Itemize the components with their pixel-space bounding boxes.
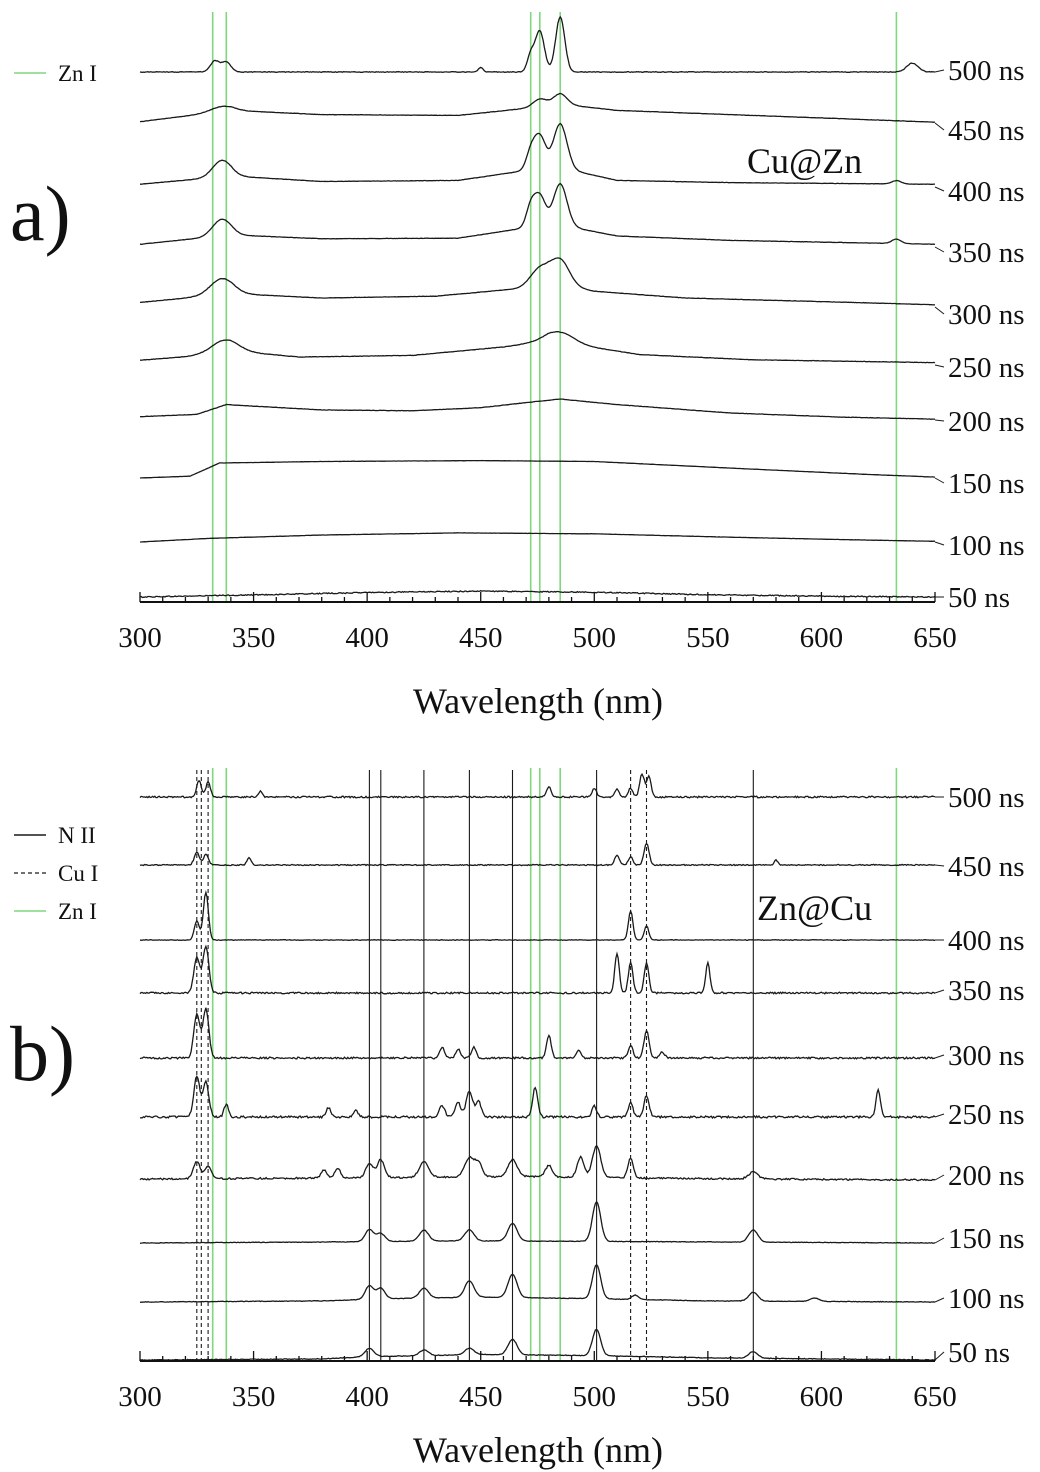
label-connector <box>934 864 945 867</box>
spectrum-trace-400ns <box>140 889 935 942</box>
x-tick-label: 600 <box>800 622 844 654</box>
x-tick-label: 650 <box>913 622 957 654</box>
x-tick-label: 450 <box>459 1381 503 1413</box>
spectrum-trace-250ns <box>139 1075 936 1120</box>
x-axis-title-b: Wavelength (nm) <box>413 1430 663 1470</box>
x-tick-label: 550 <box>686 622 730 654</box>
delay-label: 250 ns <box>948 352 1025 384</box>
delay-label: 200 ns <box>948 1160 1025 1192</box>
x-tick-label: 350 <box>232 1381 276 1413</box>
label-connector <box>934 477 945 484</box>
delay-label: 450 ns <box>948 115 1025 147</box>
delay-label: 250 ns <box>948 1099 1025 1131</box>
label-connector <box>934 1237 945 1244</box>
spectrum-trace-50ns <box>139 1328 936 1361</box>
spectrum-trace-50ns <box>139 589 936 599</box>
delay-label: 400 ns <box>948 176 1025 208</box>
spectra-traces-b: 50 ns 100 ns 150 ns 200 ns 250 ns 300 ns 350 n… <box>139 772 1025 1369</box>
panel-label-a: a) <box>10 170 71 257</box>
label-connector <box>934 541 945 546</box>
delay-label: 450 ns <box>948 851 1025 883</box>
label-connector <box>934 1297 945 1303</box>
label-connector <box>934 364 945 368</box>
panel-label-b: b) <box>10 1010 75 1097</box>
spectra-traces-a: 50 ns 100 ns 150 ns 200 ns 250 ns 300 ns 350 n… <box>139 15 1025 614</box>
spectrum-trace-450ns <box>139 92 936 123</box>
label-connector <box>934 419 945 422</box>
delay-label: 100 ns <box>948 530 1025 562</box>
spectrum-trace-500ns <box>139 15 936 74</box>
label-connector <box>934 306 945 315</box>
delay-label: 400 ns <box>948 925 1025 957</box>
spectrum-trace-150ns <box>139 459 935 479</box>
spectrum-trace-350ns <box>139 182 936 246</box>
label-connector <box>934 1054 945 1059</box>
reference-lines-a <box>211 12 898 602</box>
x-axis-title-a: Wavelength (nm) <box>413 681 663 721</box>
delay-label: 200 ns <box>948 406 1025 438</box>
legend-label: Zn I <box>58 899 97 924</box>
delay-label: 300 ns <box>948 1040 1025 1072</box>
sample-label-a: Cu@Zn <box>747 141 862 181</box>
spectrum-trace-250ns <box>139 330 936 364</box>
label-connector <box>934 1351 945 1361</box>
x-tick-label: 550 <box>686 1381 730 1413</box>
legend-label: Zn I <box>58 61 97 86</box>
delay-label: 150 ns <box>948 468 1025 500</box>
delay-label: 300 ns <box>948 299 1025 331</box>
spectrum-trace-200ns <box>139 1144 936 1182</box>
x-axis-a: 300 350 400 450 500 550 600 650 <box>118 592 957 654</box>
spectrum-trace-100ns <box>140 532 935 543</box>
spectrum-trace-300ns <box>139 257 936 306</box>
legend-b: N II Cu I Zn I <box>14 823 98 924</box>
x-tick-label: 350 <box>232 622 276 654</box>
delay-label: 500 ns <box>948 782 1025 814</box>
legend-label: Cu I <box>58 861 98 886</box>
x-tick-label: 500 <box>573 1381 617 1413</box>
label-connector <box>934 246 945 253</box>
delay-label: 350 ns <box>948 237 1025 269</box>
panel-a: a) Cu@Zn Wavelength (nm) Zn I 50 ns 100 n… <box>10 12 1025 721</box>
x-tick-label: 450 <box>459 622 503 654</box>
spectrum-trace-300ns <box>139 1007 936 1061</box>
delay-label: 150 ns <box>948 1223 1025 1255</box>
spectrum-trace-200ns <box>139 398 936 420</box>
legend-a: Zn I <box>14 61 97 86</box>
x-tick-label: 400 <box>345 1381 389 1413</box>
sample-label-b: Zn@Cu <box>757 888 872 928</box>
x-tick-label: 300 <box>118 1381 162 1413</box>
x-tick-label: 300 <box>118 622 162 654</box>
label-connector <box>934 122 945 131</box>
spectrum-trace-100ns <box>139 1263 936 1303</box>
spectrum-trace-150ns <box>139 1200 936 1244</box>
legend-label: N II <box>58 823 96 848</box>
label-connector <box>934 186 945 192</box>
x-tick-label: 500 <box>573 622 617 654</box>
spectrum-trace-450ns <box>139 842 936 867</box>
reference-lines-b <box>196 768 898 1361</box>
delay-label: 350 ns <box>948 975 1025 1007</box>
x-axis-b: 300 350 400 450 500 550 600 650 <box>118 1351 957 1413</box>
x-tick-label: 650 <box>913 1381 957 1413</box>
delay-label: 100 ns <box>948 1283 1025 1315</box>
label-connector <box>934 1174 945 1181</box>
delay-label: 50 ns <box>948 582 1010 614</box>
panel-b: b) Zn@Cu Wavelength (nm) N II Cu I Zn I 50… <box>10 768 1025 1470</box>
spectrum-trace-350ns <box>139 944 936 995</box>
label-connector <box>934 1113 945 1118</box>
x-tick-label: 400 <box>345 622 389 654</box>
spectrum-trace-400ns <box>140 122 935 185</box>
delay-label: 50 ns <box>948 1337 1010 1369</box>
label-connector <box>934 989 945 994</box>
delay-label: 500 ns <box>948 55 1025 87</box>
spectrum-trace-500ns <box>139 772 936 799</box>
x-tick-label: 600 <box>800 1381 844 1413</box>
label-connector <box>934 69 945 73</box>
